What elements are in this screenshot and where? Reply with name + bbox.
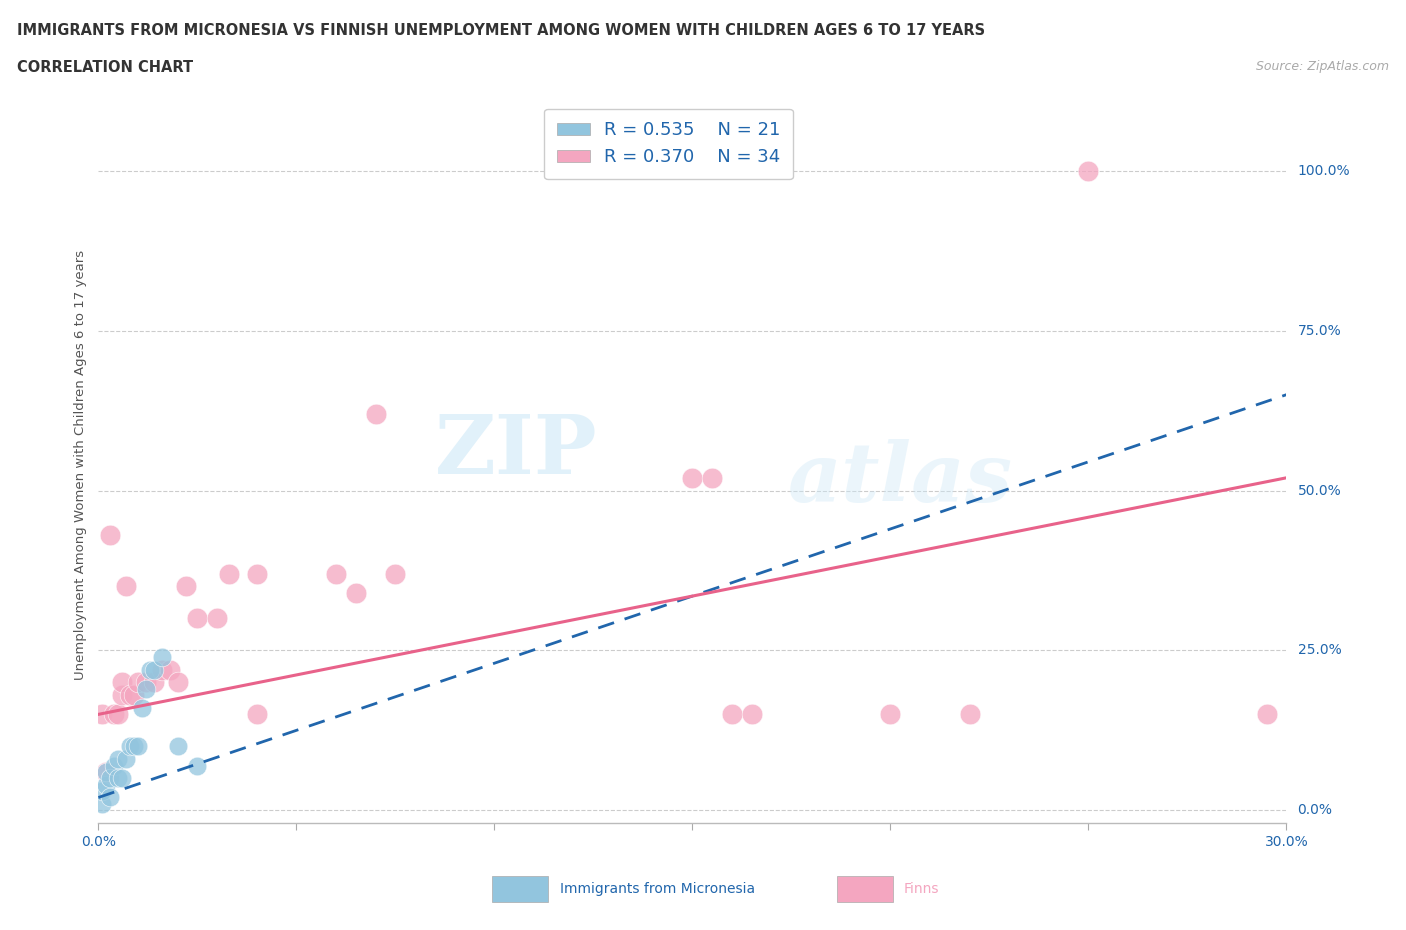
Point [205,611,228,626]
Point [879,707,901,722]
Point [142,662,165,677]
Text: 100.0%: 100.0% [1298,164,1350,178]
Text: Finns: Finns [904,882,939,897]
Text: 50.0%: 50.0% [1298,484,1341,498]
Point [681,471,703,485]
Text: Source: ZipAtlas.com: Source: ZipAtlas.com [1256,60,1389,73]
Text: 75.0%: 75.0% [1298,324,1341,338]
Point [166,738,188,753]
Point [98,790,121,805]
Text: Immigrants from Micronesia: Immigrants from Micronesia [560,882,755,897]
Text: 25.0%: 25.0% [1298,644,1341,658]
Point [107,751,129,766]
Point [96,764,118,779]
Point [115,751,138,766]
Point [96,764,118,779]
Point [150,662,173,677]
Point [325,566,347,581]
Point [96,777,118,792]
Point [91,796,114,811]
Point [122,688,145,703]
Point [1256,707,1278,722]
Point [702,471,724,485]
Point [111,675,134,690]
Text: atlas: atlas [787,439,1012,519]
Point [127,738,149,753]
Point [103,707,125,722]
Point [186,611,208,626]
Point [103,758,125,773]
Point [131,700,153,715]
Text: ZIP: ZIP [434,411,598,491]
Point [142,675,165,690]
Point [91,784,114,799]
Point [186,758,208,773]
Point [721,707,744,722]
Point [91,707,114,722]
Legend: R = 0.535    N = 21, R = 0.370    N = 34: R = 0.535 N = 21, R = 0.370 N = 34 [544,109,793,179]
Point [107,707,129,722]
Text: IMMIGRANTS FROM MICRONESIA VS FINNISH UNEMPLOYMENT AMONG WOMEN WITH CHILDREN AGE: IMMIGRANTS FROM MICRONESIA VS FINNISH UN… [17,23,986,38]
Text: 0.0%: 0.0% [1298,804,1333,817]
Point [98,771,121,786]
Point [150,649,173,664]
Point [959,707,981,722]
Text: CORRELATION CHART: CORRELATION CHART [17,60,193,75]
Point [120,738,142,753]
Point [98,528,121,543]
Point [115,579,138,594]
Point [122,738,145,753]
Point [741,707,763,722]
Point [246,566,269,581]
Point [135,675,157,690]
Point [127,675,149,690]
Point [384,566,406,581]
Point [139,662,162,677]
Point [174,579,197,594]
Y-axis label: Unemployment Among Women with Children Ages 6 to 17 years: Unemployment Among Women with Children A… [75,250,87,680]
Point [159,662,181,677]
Point [166,675,188,690]
Point [107,771,129,786]
Point [111,771,134,786]
Point [111,688,134,703]
Point [344,586,367,601]
Point [218,566,240,581]
Point [135,682,157,697]
Point [246,707,269,722]
Point [364,406,387,421]
Point [1077,164,1099,179]
Point [120,688,142,703]
